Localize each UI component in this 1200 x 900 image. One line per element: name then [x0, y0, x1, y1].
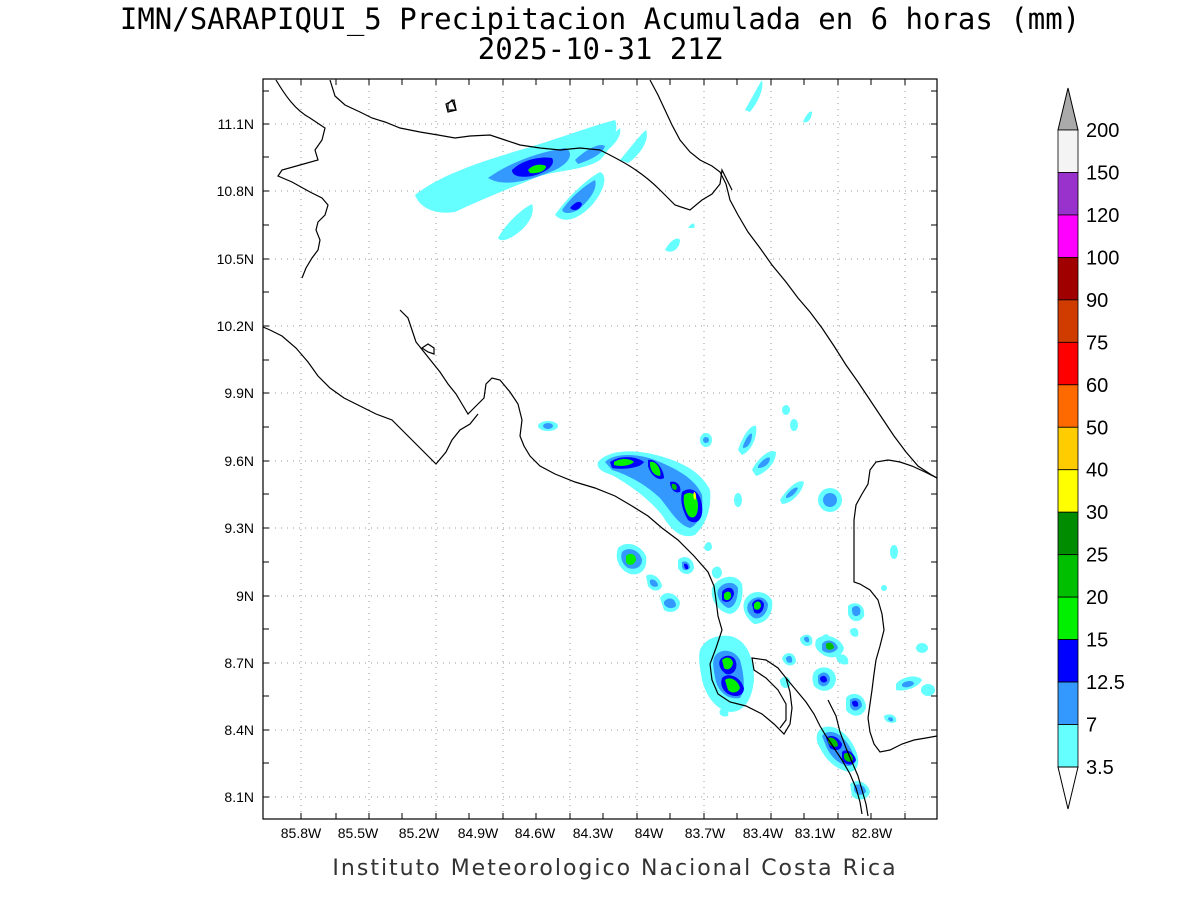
lat-tick-label: 9.3N	[224, 520, 254, 536]
colorbar-label: 75	[1086, 332, 1108, 354]
lon-tick-label: 85.5W	[338, 825, 379, 841]
colorbar-over-arrow	[1057, 87, 1079, 131]
map-valid-time: 2025-10-31 21Z	[477, 32, 723, 66]
colorbar-box	[1057, 639, 1079, 683]
colorbar-box	[1057, 554, 1079, 598]
pacific-coast-nicoya	[399, 309, 793, 735]
caribbean-coast	[649, 79, 938, 479]
precipitation-shading	[415, 80, 935, 800]
colorbar-box	[1057, 426, 1079, 471]
nicoya-gulf-island	[420, 343, 435, 355]
plot-area	[263, 79, 937, 819]
lon-tick-label: 85.8W	[281, 825, 322, 841]
colorbar-label: 200	[1086, 120, 1119, 142]
san-juan-river	[599, 149, 733, 211]
colorbar-labels: 200 150 120 100 90 75 60 50 40 30 25 20 15 12.5 7 3.5	[1086, 120, 1125, 779]
nicaragua-lake-shore	[329, 79, 601, 151]
colorbar-box	[1057, 511, 1079, 556]
colorbar-label: 120	[1086, 205, 1119, 227]
colorbar-label: 150	[1086, 162, 1119, 184]
colorbar-box	[1057, 214, 1079, 258]
colorbar-box	[1057, 681, 1079, 725]
lat-tick-label: 9N	[236, 588, 254, 604]
lat-tick-label: 11.1N	[218, 116, 254, 132]
lat-tick-label: 8.4N	[224, 722, 254, 738]
lat-tick-label: 10.8N	[217, 183, 254, 199]
colorbar-box	[1057, 256, 1079, 301]
lat-tick-label: 10.5N	[217, 251, 254, 267]
precip-15mm-core	[528, 164, 546, 174]
longitude-tick-labels: 85.8W 85.5W 85.2W 84.9W 84.6W 84.3W 84W …	[281, 825, 836, 841]
panama-caribbean-coast	[853, 459, 938, 753]
colorbar-label: 50	[1086, 417, 1108, 439]
colorbar-label: 7	[1086, 715, 1097, 737]
colorbar-label: 90	[1086, 290, 1108, 312]
nicaragua-border-coast	[275, 79, 329, 279]
colorbar-label: 15	[1086, 630, 1108, 652]
osa-golfito-coast	[785, 677, 863, 815]
lat-tick-label: 9.9N	[224, 385, 254, 401]
colorbar-label: 12.5	[1086, 672, 1125, 694]
lat-tick-label: 8.7N	[224, 655, 254, 671]
map-title: IMN/SARAPIQUI_5 Precipitacion Acumulada …	[119, 2, 1081, 36]
lon-tick-label: 84.3W	[573, 825, 614, 841]
colorbar-under-arrow	[1057, 766, 1079, 810]
lat-tick-label: 10.2N	[217, 318, 254, 334]
colorbar-label: 100	[1086, 247, 1119, 269]
lon-tick-label: 83.7W	[685, 825, 726, 841]
coastlines-and-borders	[262, 79, 938, 817]
lon-tick-label: 84.9W	[458, 825, 499, 841]
lon-tick-label: 83.4W	[743, 825, 784, 841]
lon-tick-label: 84.6W	[515, 825, 556, 841]
lon-tick-label: 82.8W	[852, 825, 893, 841]
colorbar-box	[1057, 596, 1079, 641]
precip-cell-north-band	[415, 80, 812, 252]
colorbar-box	[1057, 341, 1079, 386]
colorbar-label: 60	[1086, 375, 1108, 397]
colorbar-box	[1057, 129, 1079, 173]
colorbar-label: 30	[1086, 502, 1108, 524]
colorbar-box	[1057, 724, 1079, 768]
lon-tick-label: 85.2W	[399, 825, 440, 841]
lat-tick-label: 8.1N	[224, 789, 254, 805]
colorbar-label: 3.5	[1086, 757, 1114, 779]
footer-credit: Instituto Meteorologico Nacional Costa R…	[332, 856, 898, 881]
colorbar-box	[1057, 384, 1079, 428]
lon-tick-label: 84W	[635, 825, 665, 841]
colorbar-box	[1057, 469, 1079, 513]
colorbar-label: 20	[1086, 587, 1108, 609]
plot-frame	[262, 78, 938, 820]
lon-tick-label: 83.1W	[795, 825, 836, 841]
colorbar-box	[1057, 299, 1079, 343]
colorbar-label: 40	[1086, 460, 1108, 482]
colorbar-box	[1057, 172, 1079, 216]
latitude-tick-labels: 11.1N 10.8N 10.5N 10.2N 9.9N 9.6N 9.3N 9…	[217, 116, 254, 805]
panama-border	[827, 699, 869, 817]
lat-tick-label: 9.6N	[224, 453, 254, 469]
nicoya-peninsula-west	[262, 326, 479, 465]
precip-cell-south	[616, 542, 935, 800]
colorbar-label: 25	[1086, 545, 1108, 567]
precip-cell-central	[538, 405, 842, 537]
colorbar-legend: 200 150 120 100 90 75 60 50 40 30 25 20 15 12.5 7 3.5	[1057, 87, 1125, 810]
axis-ticks	[263, 79, 937, 819]
colorbar-boxes	[1057, 129, 1079, 768]
caribbean-island-north	[445, 99, 457, 113]
